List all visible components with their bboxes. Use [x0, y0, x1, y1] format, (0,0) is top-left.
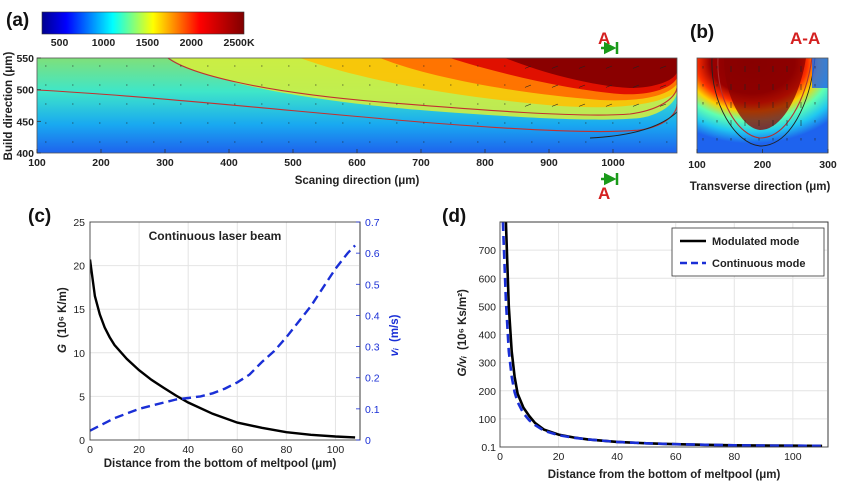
- x-tick-label-a: 800: [476, 157, 494, 169]
- panel-label-d: (d): [442, 206, 466, 227]
- x-tick-label-d: 100: [784, 451, 802, 463]
- colorbar: [41, 11, 245, 35]
- x-axis-title-c: Distance from the bottom of meltpool (μm…: [104, 458, 337, 470]
- y-left-title-c: G: [57, 344, 69, 353]
- y-right-title-c: vᵢ: [389, 348, 401, 356]
- y-tick-label-d: 700: [478, 245, 496, 257]
- y-right-tick-label-c: 0.3: [365, 342, 380, 354]
- y-left-tick-label-c: 5: [79, 391, 85, 403]
- x-axis-ticks-d: 0 20 40 60 80 100: [497, 451, 802, 463]
- x-tick-label-c: 80: [281, 444, 293, 456]
- y-right-tick-label-c: 0.7: [365, 217, 380, 229]
- y-tick-label-a: 500: [16, 85, 34, 97]
- x-tick-label-c: 40: [182, 444, 194, 456]
- x-tick-label-c: 100: [327, 444, 345, 456]
- plot-area-c: [89, 221, 361, 441]
- panel-label-b: (b): [690, 22, 714, 43]
- x-tick-label-a: 900: [540, 157, 558, 169]
- colorbar-tick-label: 1500: [136, 37, 160, 49]
- series-continuous-line: [501, 222, 823, 447]
- x-tick-label-d: 40: [611, 451, 623, 463]
- y-tick-label-d: 100: [478, 414, 496, 426]
- panel-label-c: (c): [28, 206, 51, 227]
- series-g-line: [90, 259, 356, 439]
- y-unit-d: (10⁶ Ks/m²): [457, 289, 469, 350]
- y-tick-label-d: 0.1: [481, 442, 496, 454]
- y-title-d: G/vᵢ: [457, 356, 469, 377]
- x-tick-label-a: 100: [28, 157, 46, 169]
- x-tick-label-b: 200: [754, 159, 772, 171]
- y-tick-label-a: 450: [16, 116, 34, 128]
- x-tick-label-a: 400: [220, 157, 238, 169]
- x-tick-label-d: 60: [670, 451, 682, 463]
- y-left-tick-label-c: 10: [73, 348, 85, 360]
- x-tick-label-c: 20: [133, 444, 145, 456]
- y-axis-title-a: Build direction (μm): [3, 52, 15, 161]
- x-tick-label-b: 300: [819, 159, 837, 171]
- x-tick-label-a: 700: [412, 157, 430, 169]
- y-tick-label-a: 550: [16, 53, 34, 65]
- y-left-ticks-c: 0 5 10 15 20 25: [73, 217, 85, 447]
- y-left-tick-label-c: 20: [73, 261, 85, 273]
- heatmap-a: [37, 58, 677, 153]
- colorbar-unit: K: [247, 37, 255, 49]
- x-axis-ticks-b: 100 200 300: [688, 149, 837, 171]
- x-tick-label-a: 500: [284, 157, 302, 169]
- legend-d: Modulated mode Continuous mode: [671, 227, 825, 277]
- panel-label-a: (a): [6, 10, 29, 31]
- x-tick-label-d: 80: [728, 451, 740, 463]
- x-axis-title-a: Scaning direction (μm): [295, 175, 420, 187]
- series-vi-line: [90, 244, 356, 432]
- x-axis-ticks-c: 0 20 40 60 80 100: [87, 444, 344, 456]
- y-left-tick-label-c: 25: [73, 217, 85, 229]
- x-tick-label-d: 0: [497, 451, 503, 463]
- y-left-unit-c: (10⁶ K/m): [57, 287, 69, 338]
- legend-label-modulated: Modulated mode: [712, 236, 799, 248]
- x-axis-title-d: Distance from the bottom of meltpool (μm…: [548, 469, 781, 481]
- colorbar-tick-label: 1000: [92, 37, 116, 49]
- y-tick-label-d: 600: [478, 273, 496, 285]
- y-left-tick-label-c: 15: [73, 304, 85, 316]
- y-tick-label-d: 400: [478, 330, 496, 342]
- x-tick-label-a: 600: [348, 157, 366, 169]
- colorbar-tick-label: 500: [51, 37, 69, 49]
- heatmap-b: [697, 58, 828, 153]
- y-right-tick-label-c: 0.1: [365, 404, 380, 416]
- colorbar-ticks: 500 1000 1500 2000 2500 K: [51, 37, 255, 49]
- y-right-ticks-c: 0 0.1 0.2 0.3 0.4 0.5 0.6 0.7: [356, 217, 380, 447]
- y-axis-ticks-a: 400 450 500 550: [16, 53, 41, 160]
- legend-label-continuous: Continuous mode: [712, 258, 806, 270]
- colorbar-tick-label: 2000: [180, 37, 204, 49]
- y-tick-label-d: 300: [478, 358, 496, 370]
- y-right-tick-label-c: 0.4: [365, 310, 380, 322]
- x-axis-title-b: Transverse direction (μm): [690, 181, 831, 193]
- x-tick-label-a: 200: [92, 157, 110, 169]
- panel-b-title: A-A: [790, 29, 820, 48]
- x-tick-label-a: 1000: [601, 157, 625, 169]
- colorbar-tick-label: 2500: [224, 37, 248, 49]
- x-axis-ticks-a: 100 200 300 400 500 600 700 800 900 1000: [28, 149, 625, 169]
- section-marker-top: A: [598, 29, 610, 48]
- y-tick-label-a: 400: [16, 148, 34, 160]
- x-tick-label-b: 100: [688, 159, 706, 171]
- y-tick-label-d: 200: [478, 386, 496, 398]
- y-right-tick-label-c: 0.2: [365, 373, 380, 385]
- x-tick-label-c: 60: [231, 444, 243, 456]
- annotation-c: Continuous laser beam: [149, 229, 282, 243]
- y-right-unit-c: (m/s): [389, 314, 401, 342]
- x-tick-label-c: 0: [87, 444, 93, 456]
- y-left-tick-label-c: 0: [79, 435, 85, 447]
- y-right-tick-label-c: 0.5: [365, 279, 380, 291]
- y-right-tick-label-c: 0.6: [365, 248, 380, 260]
- y-axis-ticks-d: 0.1 100 200 300 400 500 600 700: [478, 245, 496, 454]
- y-right-tick-label-c: 0: [365, 435, 371, 447]
- x-tick-label-d: 20: [553, 451, 565, 463]
- y-tick-label-d: 500: [478, 301, 496, 313]
- x-tick-label-a: 300: [156, 157, 174, 169]
- section-marker-bottom: A: [598, 184, 610, 203]
